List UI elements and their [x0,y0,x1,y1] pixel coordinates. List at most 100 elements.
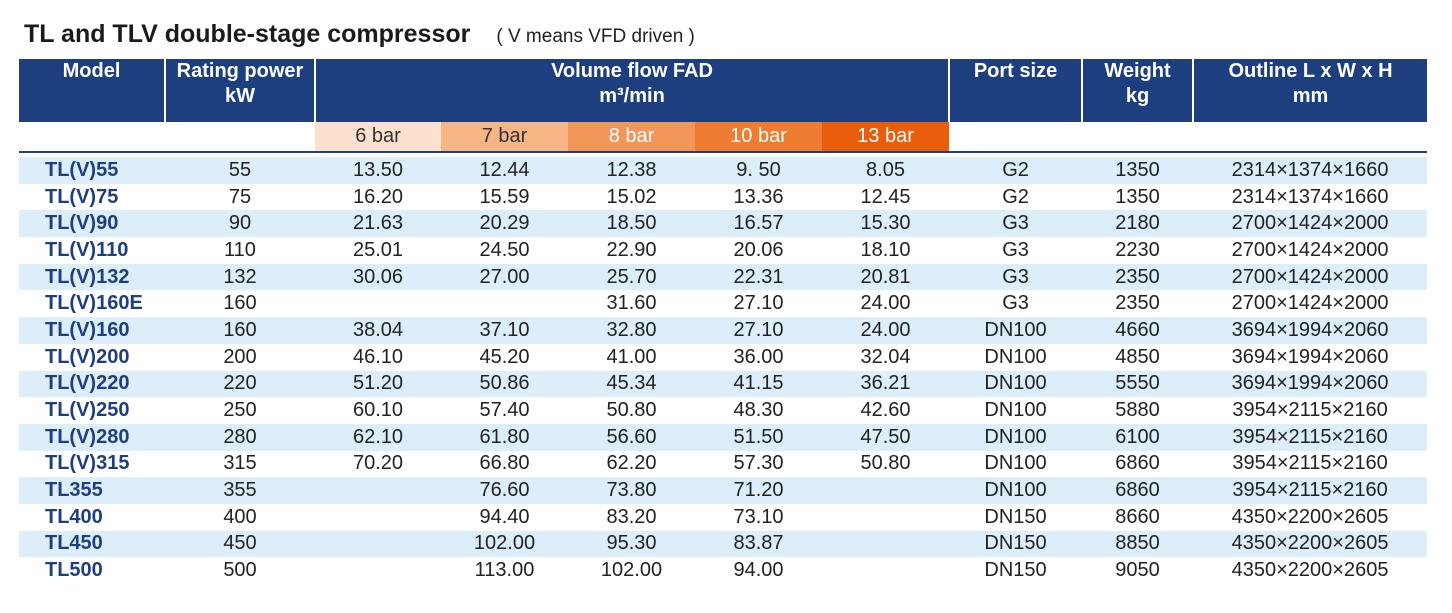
flow-7-bar-cell: 24.50 [479,238,530,261]
pressure-7-bar: 7 bar [441,122,568,153]
flow-10-bar-cell: 27.10 [733,292,784,315]
model-cell: TL(V)55 [19,157,165,184]
model-cell: TL(V)250 [45,399,130,422]
weight-cell: 5550 [1082,370,1194,398]
pressure-spacer [1082,122,1194,153]
flow-6-bar-cell: 16.20 [352,185,404,208]
flow-8-bar-cell: 83.20 [606,505,657,528]
flow-7-bar-cell [441,290,568,317]
table-row: TL355 355 76.60 73.80 71.20 DN100 6860 3954×211… [19,477,1428,504]
power-cell: 220 [165,370,315,398]
weight-cell: 6860 [1082,477,1194,504]
power-cell: 280 [165,423,315,451]
flow-7-bar-cell: 45.20 [479,345,530,368]
pressure-8-bar: 8 bar [568,122,695,153]
pressure-spacer [1193,122,1428,153]
page-subtitle: ( V means VFD driven ) [496,26,695,47]
flow-6-bar-cell: 30.06 [315,263,441,291]
power-cell: 355 [165,477,315,504]
outline-cell: 2314×1374×1660 [1193,157,1428,184]
flow-6-bar-cell: 46.10 [352,345,404,368]
pressure-spacer [19,122,165,153]
table-row: TL(V)220 220 51.20 50.86 45.34 41.15 36.21 DN10… [19,370,1428,398]
port-cell: DN100 [949,423,1083,451]
port-cell: G2 [949,157,1083,184]
weight-cell: 8850 [1082,530,1194,558]
flow-8-bar-cell: 73.80 [568,477,695,504]
model-cell: TL(V)200 [45,345,130,368]
weight-cell: 5880 [1115,399,1160,422]
flow-6-bar-cell: 60.10 [352,399,404,422]
flow-8-bar-cell: 56.60 [568,423,695,451]
power-cell: 450 [165,530,315,558]
power-cell: 250 [223,399,257,422]
flow-7-bar-cell: 113.00 [474,559,535,582]
flow-13-bar-cell: 24.00 [860,292,911,315]
flow-13-bar-cell: 50.80 [860,452,911,475]
power-cell: 132 [165,263,315,291]
model-cell: TL(V)315 [45,452,130,475]
port-cell: DN100 [984,345,1047,368]
page-title: TL and TLV double-stage compressor [24,20,471,48]
flow-13-bar-cell [822,477,950,504]
power-cell: 55 [165,157,315,184]
col-header-model: Model [19,59,166,122]
port-cell: G3 [949,263,1083,291]
port-cell: DN150 [984,559,1047,582]
flow-6-bar-cell [315,504,441,531]
port-cell: G3 [949,210,1083,238]
port-cell: DN100 [949,317,1083,344]
model-cell: TL(V)110 [45,238,129,261]
outline-cell: 3954×2115×2160 [1193,477,1428,504]
power-cell: 160 [223,292,257,315]
table-row: TL(V)280 280 62.10 61.80 56.60 51.50 47.50 DN10… [19,423,1428,451]
table-row: TL(V)250 250 60.10 57.40 50.80 48.30 42.60 DN10… [19,397,1427,424]
flow-7-bar-cell: 27.00 [441,263,568,291]
power-cell: 90 [165,210,315,238]
table-body: TL(V)55 55 13.50 12.44 12.38 9. 50 8.05 G2 1350 2… [19,152,1428,584]
table-row: TL(V)110 110 25.01 24.50 22.90 20.06 18.10 G3 22… [19,237,1427,264]
power-cell: 75 [228,185,252,208]
flow-13-bar-cell: 24.00 [822,317,950,344]
flow-8-bar-cell: 18.50 [568,210,695,238]
model-cell: TL355 [19,477,165,504]
table-row: TL(V)132 132 30.06 27.00 25.70 22.31 20.81 G3 23… [19,263,1428,291]
outline-cell: 3954×2115×2160 [1232,399,1388,422]
pressure-spacer [949,122,1083,153]
weight-cell: 1350 [1115,185,1160,208]
flow-8-bar-cell: 50.80 [606,399,657,422]
outline-cell: 3954×2115×2160 [1232,452,1388,475]
title-row: TL and TLV double-stage compressor ( V m… [24,20,695,56]
flow-13-bar-cell: 42.60 [860,399,911,422]
weight-cell: 2180 [1082,210,1194,238]
table-row: TL(V)200 200 46.10 45.20 41.00 36.00 32.04 DN10… [19,344,1427,371]
flow-6-bar-cell [315,290,441,317]
model-cell: TL(V)160E [45,292,143,315]
outline-cell: 3694×1994×2060 [1193,317,1428,344]
pressure-13-bar: 13 bar [822,122,950,153]
flow-6-bar-cell: 38.04 [315,317,441,344]
table-row: TL400 400 94.40 83.20 73.10 DN150 8660 4350×220… [19,504,1427,531]
flow-8-bar-cell: 32.80 [568,317,695,344]
flow-6-bar-cell: 62.10 [315,423,441,451]
flow-6-bar-cell: 13.50 [315,157,441,184]
flow-6-bar-cell [315,477,441,504]
model-cell: TL500 [45,559,103,582]
header-row: Model Rating power kW Volume flow FAD m³/m… [19,59,1428,122]
specs-table: Model Rating power kW Volume flow FAD m³/m… [19,59,1428,584]
flow-7-bar-cell: 102.00 [441,530,568,558]
outline-cell: 2314×1374×1660 [1231,185,1389,208]
flow-7-bar-cell: 50.86 [441,370,568,398]
flow-6-bar-cell [315,557,441,584]
table-row: TL500 500 113.00 102.00 94.00 DN150 9050 4350×2… [19,557,1427,584]
model-cell: TL(V)220 [19,370,165,398]
col-header-weight: Weight kg [1082,59,1195,122]
flow-13-bar-cell: 20.81 [822,263,950,291]
flow-13-bar-cell [822,557,949,584]
flow-13-bar-cell: 36.21 [822,370,950,398]
pressure-row: 6 bar 7 bar 8 bar 10 bar 13 bar [19,122,1428,153]
flow-8-bar-cell: 62.20 [606,452,657,475]
port-cell: G3 [1002,238,1029,261]
flow-7-bar-cell: 66.80 [479,452,530,475]
model-cell: TL(V)75 [45,185,119,208]
